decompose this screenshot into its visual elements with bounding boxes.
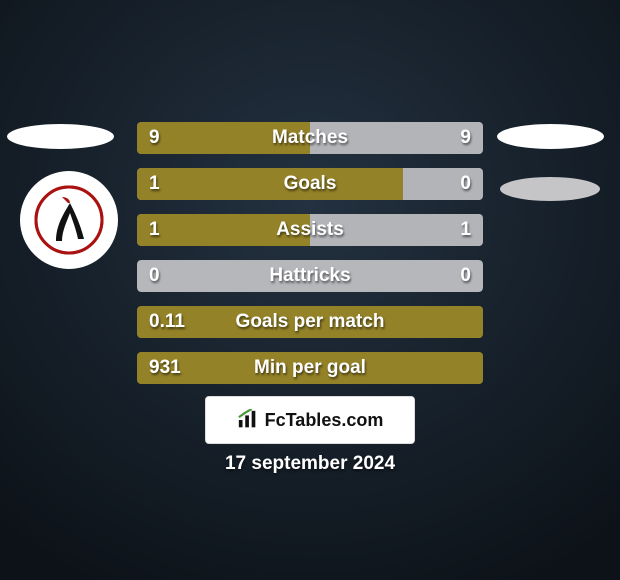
bar-left-value: 1: [149, 168, 160, 200]
brand-text: FcTables.com: [265, 410, 384, 431]
bar-right-value: 1: [460, 214, 471, 246]
right-player-ellipse-2: [500, 177, 600, 201]
right-player-ellipse: [497, 124, 604, 149]
footer-date: 17 september 2024: [0, 453, 620, 475]
stats-bars-icon: [237, 409, 259, 431]
left-player-ellipse: [7, 124, 114, 149]
bar-label: Min per goal: [137, 352, 483, 384]
bar-label: Assists: [137, 214, 483, 246]
bar-row-goals: Goals1 0: [137, 168, 483, 200]
bar-left-value: 931: [149, 352, 181, 384]
bar-row-assists: Assists1 1: [137, 214, 483, 246]
bar-left-value: 1: [149, 214, 160, 246]
bar-row-gpm: Goals per match0.11: [137, 306, 483, 338]
bar-right-value: 0: [460, 260, 471, 292]
bar-right-value: 0: [460, 168, 471, 200]
bar-left-value: 0.11: [149, 306, 185, 338]
bar-label: Goals per match: [137, 306, 483, 338]
club-crest-icon: [34, 185, 104, 255]
comparison-bars: Matches99Goals10Assists11Hattricks00Goal…: [137, 122, 483, 398]
left-club-badge: [20, 171, 118, 269]
bar-left-value: 9: [149, 122, 160, 154]
bar-label: Hattricks: [137, 260, 483, 292]
brand-badge[interactable]: FcTables.com: [205, 396, 415, 444]
bar-label: Goals: [137, 168, 483, 200]
bar-label: Matches: [137, 122, 483, 154]
bar-row-mpg: Min per goal931: [137, 352, 483, 384]
bar-row-hattricks: Hattricks0 0: [137, 260, 483, 292]
bar-row-matches: Matches9 9: [137, 122, 483, 154]
bar-left-value: 0: [149, 260, 160, 292]
bar-right-value: 9: [460, 122, 471, 154]
